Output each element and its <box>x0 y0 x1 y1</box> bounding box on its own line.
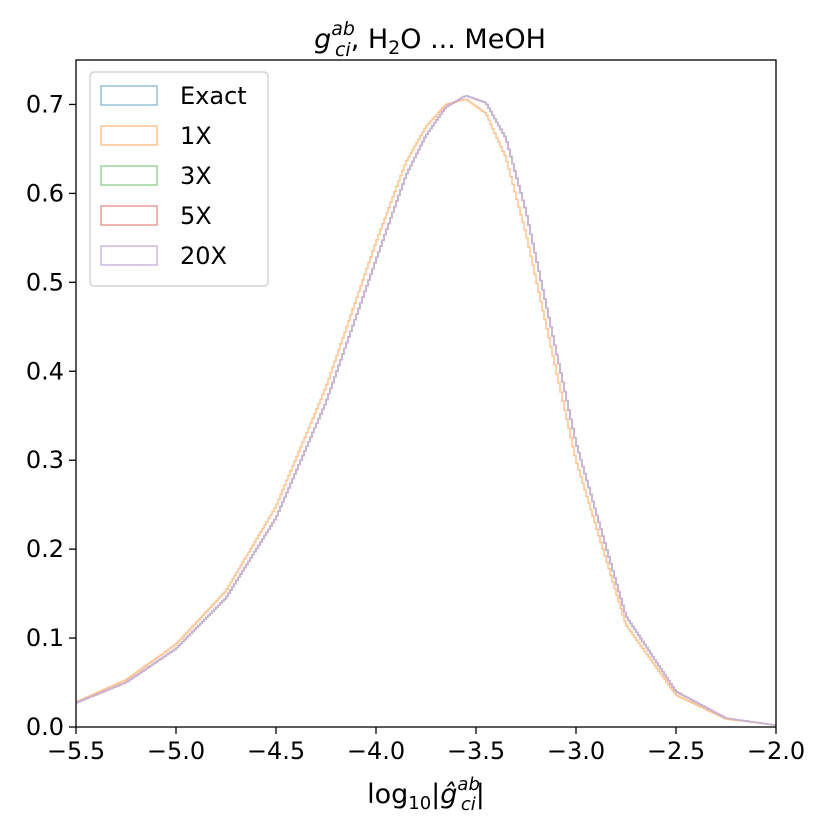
legend-label-1x: 1X <box>180 122 212 150</box>
series-group <box>76 95 776 726</box>
legend-swatch-1x <box>100 125 158 146</box>
legend-swatch-exact <box>100 85 158 106</box>
x-tick-label: −2.0 <box>747 737 805 765</box>
x-axis: −5.5 −5.0 −4.5 −4.0 −3.5 −3.0 −2.5 −2.0 <box>47 727 805 765</box>
y-tick-label: 0.4 <box>26 357 64 385</box>
x-tick-label: −5.0 <box>147 737 205 765</box>
chart-title: gab ci, H2O ... MeOH <box>314 18 546 61</box>
x-tick-label: −2.5 <box>647 737 705 765</box>
legend-label-3x: 3X <box>180 162 212 190</box>
legend-swatch-3x <box>100 165 158 186</box>
legend-swatch-5x <box>100 205 158 226</box>
y-tick-label: 0.7 <box>26 90 64 118</box>
series-line-1x <box>76 98 776 726</box>
plot-frame <box>75 59 777 728</box>
x-tick-label: −3.5 <box>447 737 505 765</box>
x-tick-label: −3.0 <box>547 737 605 765</box>
y-tick-label: 0.0 <box>26 713 64 741</box>
series-line-20x <box>76 95 776 726</box>
x-tick-label: −5.5 <box>47 737 105 765</box>
y-tick-label: 0.2 <box>26 535 64 563</box>
y-axis: 0.0 0.1 0.2 0.3 0.4 0.5 0.6 0.7 <box>26 90 76 741</box>
legend: Exact 1X 3X 5X 20X <box>89 71 269 287</box>
legend-label-5x: 5X <box>180 202 212 230</box>
y-tick-label: 0.5 <box>26 268 64 296</box>
legend-label-exact: Exact <box>180 82 247 110</box>
x-tick-label: −4.5 <box>247 737 305 765</box>
x-tick-label: −4.0 <box>347 737 405 765</box>
y-tick-label: 0.3 <box>26 446 64 474</box>
legend-swatch-20x <box>100 245 158 266</box>
x-axis-label: log10|ĝab ci| <box>367 774 485 815</box>
y-tick-label: 0.1 <box>26 624 64 652</box>
y-tick-label: 0.6 <box>26 179 64 207</box>
legend-label-20x: 20X <box>180 242 227 270</box>
